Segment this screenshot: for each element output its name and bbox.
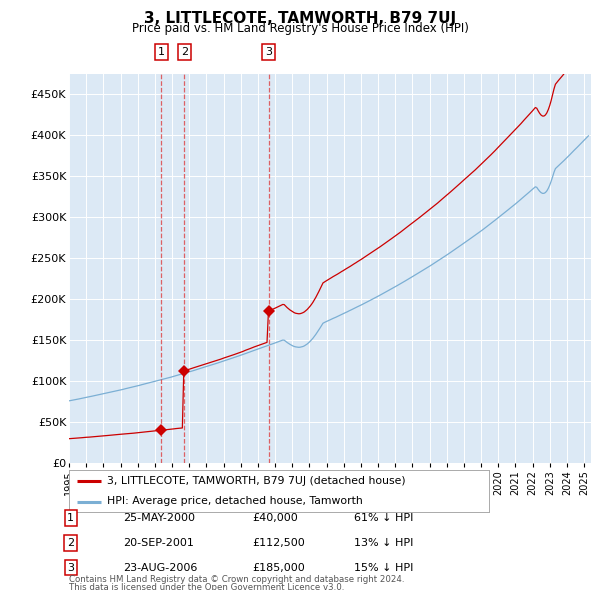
Text: Price paid vs. HM Land Registry's House Price Index (HPI): Price paid vs. HM Land Registry's House … [131,22,469,35]
Text: 25-MAY-2000: 25-MAY-2000 [123,513,195,523]
Text: 20-SEP-2001: 20-SEP-2001 [123,538,194,548]
Text: £40,000: £40,000 [252,513,298,523]
Text: This data is licensed under the Open Government Licence v3.0.: This data is licensed under the Open Gov… [69,583,344,590]
Text: 3: 3 [265,47,272,57]
Text: 23-AUG-2006: 23-AUG-2006 [123,563,197,572]
Text: 3: 3 [67,563,74,572]
Text: 3, LITTLECOTE, TAMWORTH, B79 7UJ (detached house): 3, LITTLECOTE, TAMWORTH, B79 7UJ (detach… [107,476,406,486]
Text: 15% ↓ HPI: 15% ↓ HPI [354,563,413,572]
Text: 1: 1 [67,513,74,523]
Text: 13% ↓ HPI: 13% ↓ HPI [354,538,413,548]
Text: Contains HM Land Registry data © Crown copyright and database right 2024.: Contains HM Land Registry data © Crown c… [69,575,404,584]
Text: 61% ↓ HPI: 61% ↓ HPI [354,513,413,523]
Text: £185,000: £185,000 [252,563,305,572]
Text: 3, LITTLECOTE, TAMWORTH, B79 7UJ: 3, LITTLECOTE, TAMWORTH, B79 7UJ [144,11,456,25]
Text: 1: 1 [158,47,165,57]
Text: 2: 2 [181,47,188,57]
Text: 2: 2 [67,538,74,548]
Text: HPI: Average price, detached house, Tamworth: HPI: Average price, detached house, Tamw… [107,497,362,506]
Text: £112,500: £112,500 [252,538,305,548]
